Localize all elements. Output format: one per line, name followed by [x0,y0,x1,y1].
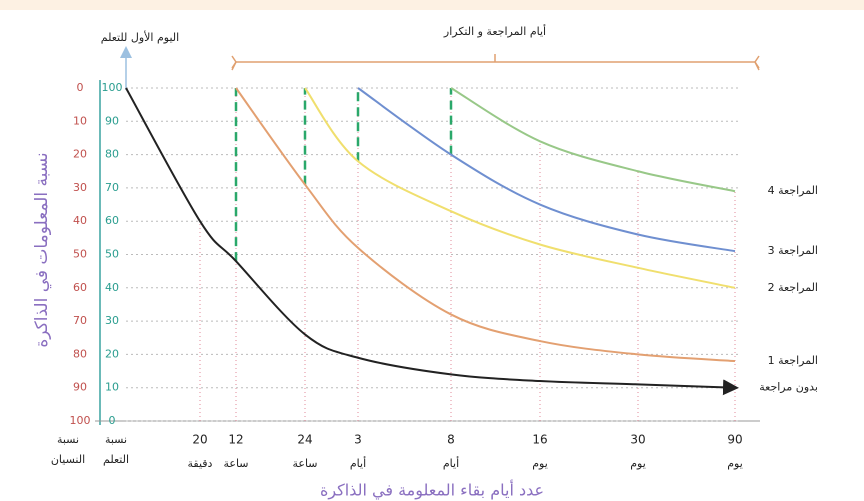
x-tick-unit: ساعة [223,457,248,470]
series-line [125,87,739,396]
y-tick-label: 10 [105,381,119,394]
y2-tick-label: 30 [73,181,87,194]
series-line [450,87,736,193]
y2-tick-label: 40 [73,214,87,227]
annotation: اليوم الأول للتعلم [101,30,179,44]
y2-tick-label: 60 [73,281,87,294]
series-label: المراجعة 4 [768,184,818,197]
y-tick-label: 30 [105,314,119,327]
y-axis-title: نسبة التعلم [103,433,129,466]
x-tick-label: 3 [354,433,362,447]
y-tick-label: 90 [105,114,119,127]
chart-title: أيام المراجعة و التكرار [443,24,546,38]
x-tick-label: 16 [532,433,547,447]
x-tick-label: 8 [447,433,455,447]
x-tick-unit: أيام [443,456,459,470]
x-tick-label: 24 [297,433,312,447]
y-tick-label: 70 [105,181,119,194]
y-tick-label: 0 [109,414,116,427]
y2-tick-label: 0 [77,81,84,94]
y-tick-label: 80 [105,148,119,161]
series-line [235,87,736,363]
x-tick-unit: يوم [532,457,548,470]
series-line [357,87,736,253]
y2-tick-label: 50 [73,248,87,261]
y-tick-label: 40 [105,281,119,294]
x-tick-unit: يوم [727,457,743,470]
x-tick-unit: يوم [630,457,646,470]
y2-tick-label: 10 [73,114,87,127]
y-tick-label: 60 [105,214,119,227]
x-tick-unit: أيام [350,456,366,470]
y-tick-label: 100 [102,81,123,94]
series-line [304,87,736,289]
bracket [231,54,760,71]
series-label: بدون مراجعة [759,381,818,394]
x-tick-label: 12 [228,433,243,447]
top-strip [0,0,864,10]
y2-tick-label: 80 [73,347,87,360]
x-tick-label: 90 [727,433,742,447]
y-tick-label: 20 [105,347,119,360]
y2-tick-label: 20 [73,148,87,161]
y2-tick-label: 90 [73,381,87,394]
y2-axis-title: نسبة النسيان [51,433,85,466]
series-label: المراجعة 2 [768,281,818,294]
y2-tick-label: 100 [70,414,91,427]
series-label: المراجعة 1 [768,354,818,367]
x-tick-unit: دقيقة [188,457,213,470]
y2-tick-label: 70 [73,314,87,327]
x-tick-unit: ساعة [292,457,317,470]
y-tick-label: 50 [105,248,119,261]
x-axis-title: عدد أيام بقاء المعلومة في الذاكرة [320,480,544,501]
series-label: المراجعة 3 [768,244,818,257]
x-tick-label: 30 [630,433,645,447]
y-axis-title: نسبة المعلومات في الذاكرة [32,152,52,347]
bracket-ends [231,55,760,69]
x-tick-label: 20 [192,433,207,447]
